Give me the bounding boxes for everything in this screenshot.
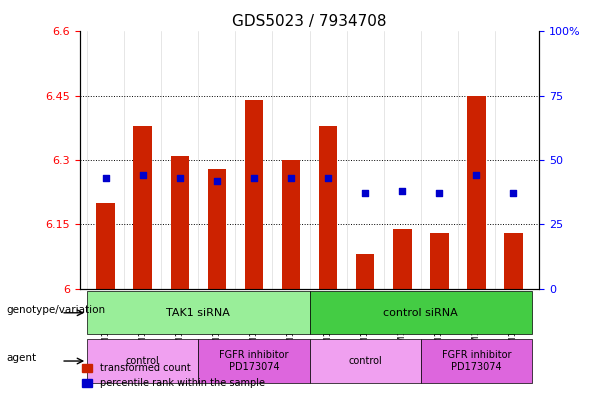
Bar	[96, 203, 115, 289]
Text: genotype/variation: genotype/variation	[6, 305, 105, 316]
Bar	[393, 229, 411, 289]
FancyBboxPatch shape	[310, 339, 421, 383]
Text: agent: agent	[6, 353, 36, 363]
Point	[286, 175, 296, 181]
FancyBboxPatch shape	[199, 339, 310, 383]
Point	[360, 190, 370, 196]
FancyBboxPatch shape	[421, 339, 532, 383]
Bar	[467, 96, 485, 289]
Text: control: control	[126, 356, 159, 366]
Point	[212, 178, 222, 184]
Point	[138, 173, 148, 179]
Point	[435, 190, 444, 196]
Point	[323, 175, 333, 181]
Text: FGFR inhibitor
PD173074: FGFR inhibitor PD173074	[219, 350, 289, 372]
Bar	[430, 233, 449, 289]
Bar	[282, 160, 300, 289]
Bar	[319, 126, 337, 289]
FancyBboxPatch shape	[310, 291, 532, 334]
Text: control: control	[348, 356, 382, 366]
Point	[249, 175, 259, 181]
Bar	[134, 126, 152, 289]
Text: TAK1 siRNA: TAK1 siRNA	[166, 308, 230, 318]
Title: GDS5023 / 7934708: GDS5023 / 7934708	[232, 14, 387, 29]
Bar	[504, 233, 523, 289]
Point	[509, 190, 519, 196]
Bar	[170, 156, 189, 289]
FancyBboxPatch shape	[87, 339, 199, 383]
Point	[471, 173, 481, 179]
FancyBboxPatch shape	[87, 291, 310, 334]
Point	[397, 188, 407, 194]
Bar	[208, 169, 226, 289]
Text: FGFR inhibitor
PD173074: FGFR inhibitor PD173074	[441, 350, 511, 372]
Point	[175, 175, 185, 181]
Point	[101, 175, 110, 181]
Bar	[356, 254, 375, 289]
Bar	[245, 100, 263, 289]
Legend: transformed count, percentile rank within the sample: transformed count, percentile rank withi…	[78, 360, 268, 392]
Text: control siRNA: control siRNA	[383, 308, 458, 318]
